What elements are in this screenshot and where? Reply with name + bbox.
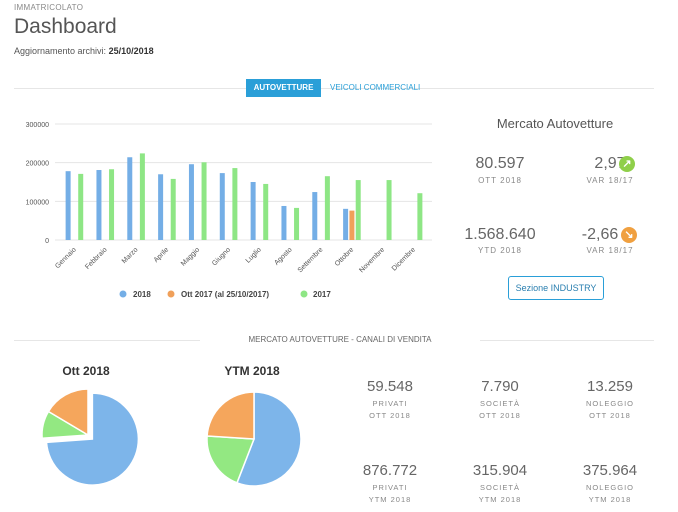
x-tick-label: Aprile bbox=[153, 246, 171, 264]
section-label: IMMATRICOLATO bbox=[14, 3, 84, 12]
bar bbox=[250, 182, 256, 240]
update-date: 25/10/2018 bbox=[108, 46, 154, 56]
industry-button[interactable]: Sezione INDUSTRY bbox=[508, 276, 604, 300]
legend-label: 2018 bbox=[133, 290, 151, 299]
x-tick-label: Settembre bbox=[297, 246, 325, 274]
x-tick-label: Febbraio bbox=[84, 246, 109, 271]
channel-value: 7.790 bbox=[481, 378, 519, 395]
y-tick-label: 0 bbox=[45, 238, 49, 245]
bar bbox=[232, 168, 238, 240]
bar bbox=[294, 207, 300, 240]
channel-period: YTM 2018 bbox=[478, 495, 522, 504]
kpi-value: -2,66 bbox=[581, 226, 619, 243]
pie-slice bbox=[206, 391, 255, 440]
bar-chart: 0 100000 200000 300000 Gennaio Febbraio Marzo A… bbox=[26, 122, 432, 299]
legend-marker bbox=[300, 290, 308, 298]
channel-period: OTT 2018 bbox=[369, 411, 411, 420]
x-tick-label: Ottobre bbox=[334, 246, 356, 268]
bar bbox=[219, 173, 225, 240]
kpi-label: VAR 18/17 bbox=[586, 246, 634, 255]
legend-label: Ott 2017 (al 25/10/2017) bbox=[181, 290, 269, 299]
channel-label: PRIVATI bbox=[372, 483, 408, 492]
x-tick-label: Agosto bbox=[273, 246, 293, 266]
kpi-value: 2,97 bbox=[594, 155, 626, 172]
channel-label: NOLEGGIO bbox=[585, 483, 634, 492]
channel-label: SOCIETÀ bbox=[480, 483, 520, 492]
kpi-label: YTD 2018 bbox=[477, 246, 523, 255]
update-info: Aggiornamento archivi: 25/10/2018 bbox=[14, 46, 154, 56]
channel-period: YTM 2018 bbox=[588, 495, 632, 504]
bar bbox=[65, 171, 71, 240]
channels-title: MERCATO AUTOVETTURE - CANALI DI VENDITA bbox=[200, 335, 480, 344]
bar bbox=[312, 192, 318, 240]
bar bbox=[324, 176, 330, 240]
bar bbox=[170, 178, 176, 240]
bar bbox=[343, 208, 349, 240]
bar bbox=[109, 169, 115, 240]
x-tick-label: Dicembre bbox=[391, 246, 417, 272]
bar bbox=[188, 164, 194, 240]
bar bbox=[349, 210, 355, 240]
channel-value: 315.904 bbox=[472, 462, 528, 479]
bar bbox=[127, 157, 133, 240]
divider bbox=[14, 88, 654, 89]
up-arrow-icon: ↗ bbox=[619, 156, 635, 172]
legend-marker bbox=[167, 290, 175, 298]
market-title: Mercato Autovetture bbox=[496, 116, 614, 131]
update-label: Aggiornamento archivi: bbox=[14, 46, 107, 56]
channel-value: 876.772 bbox=[362, 462, 418, 479]
kpi-label: OTT 2018 bbox=[478, 176, 522, 185]
x-tick-label: Novembre bbox=[358, 246, 386, 274]
channel-period: OTT 2018 bbox=[479, 411, 521, 420]
bar bbox=[281, 205, 287, 240]
channel-value: 375.964 bbox=[582, 462, 638, 479]
channel-value: 13.259 bbox=[587, 378, 633, 395]
bar bbox=[78, 173, 84, 240]
bar bbox=[355, 180, 361, 240]
legend-label: 2017 bbox=[313, 290, 331, 299]
kpi-value: 80.597 bbox=[475, 155, 525, 172]
pie-slice bbox=[236, 391, 302, 487]
pie-title: Ott 2018 bbox=[62, 364, 110, 378]
page-title: Dashboard bbox=[14, 15, 117, 38]
bar bbox=[263, 183, 269, 240]
tab[interactable]: VEICOLI COMMERCIALI bbox=[330, 83, 421, 92]
kpi-value: 1.568.640 bbox=[464, 226, 536, 243]
bar bbox=[201, 162, 207, 240]
channel-period: OTT 2018 bbox=[589, 411, 631, 420]
y-tick-label: 300000 bbox=[26, 122, 49, 129]
channel-label: NOLEGGIO bbox=[585, 399, 634, 408]
pie-slice bbox=[45, 392, 140, 486]
pie-title: YTM 2018 bbox=[224, 364, 280, 378]
pie-charts: Ott 2018 YTM 2018 bbox=[41, 364, 302, 487]
bar bbox=[96, 170, 102, 240]
bar bbox=[139, 153, 145, 240]
kpi-label: VAR 18/17 bbox=[586, 176, 634, 185]
bar bbox=[417, 193, 423, 240]
pie-slice bbox=[206, 435, 256, 484]
x-tick-label: Gennaio bbox=[54, 246, 78, 270]
x-tick-label: Maggio bbox=[180, 246, 201, 267]
legend-marker bbox=[119, 290, 127, 298]
channel-value: 59.548 bbox=[367, 378, 413, 395]
pie-slice bbox=[47, 388, 89, 437]
x-tick-label: Marzo bbox=[121, 246, 140, 265]
y-tick-label: 100000 bbox=[26, 199, 49, 206]
channel-period: YTM 2018 bbox=[368, 495, 412, 504]
x-tick-label: Luglio bbox=[245, 246, 263, 264]
channel-label: SOCIETÀ bbox=[480, 399, 520, 408]
x-tick-label: Giugno bbox=[211, 246, 232, 267]
bar bbox=[158, 174, 164, 240]
channel-label: PRIVATI bbox=[372, 399, 408, 408]
y-tick-label: 200000 bbox=[26, 161, 49, 168]
bar bbox=[386, 180, 392, 240]
tab-active[interactable]: AUTOVETTURE bbox=[246, 79, 321, 97]
down-arrow-icon: ↘ bbox=[621, 227, 637, 243]
